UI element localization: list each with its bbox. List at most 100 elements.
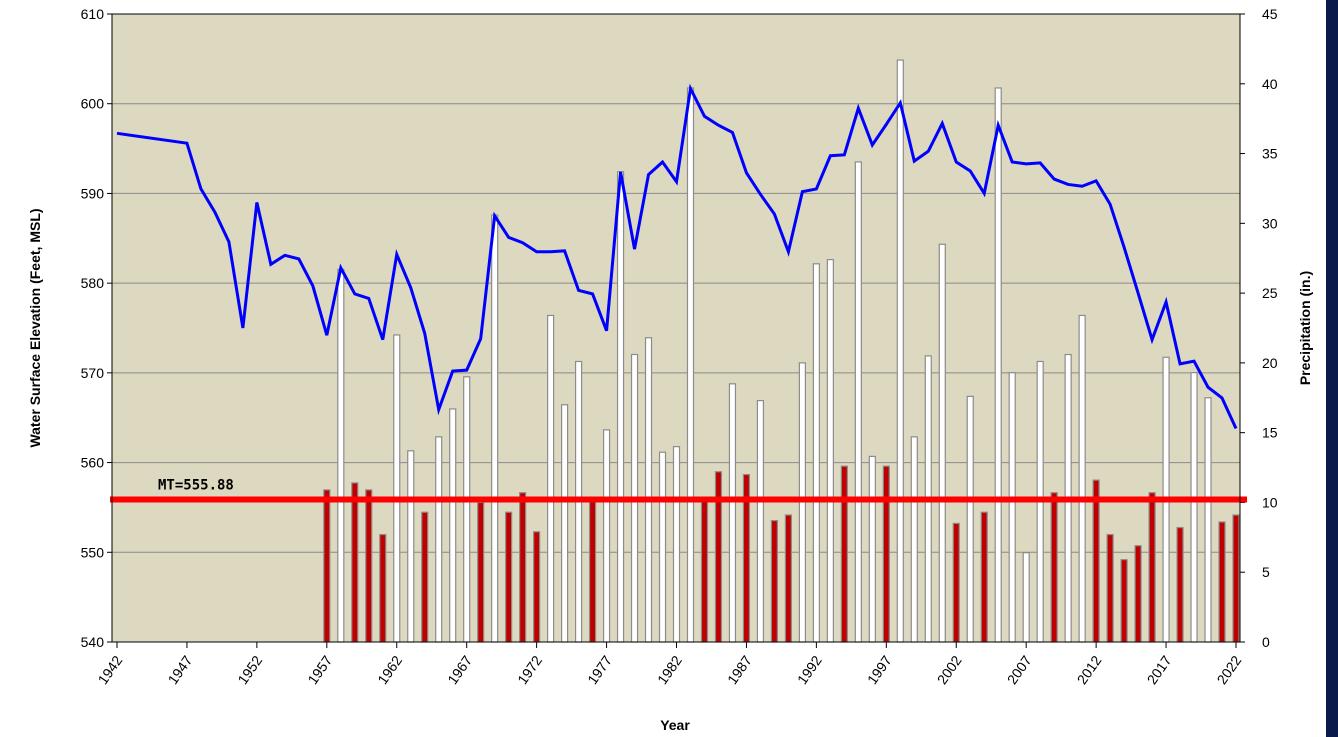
bar (323, 489, 331, 643)
x-tick-label: 2012 (1074, 652, 1105, 687)
y2-tick-label: 5 (1262, 564, 1270, 580)
bar (728, 383, 737, 643)
bar (952, 522, 960, 643)
y-tick-label: 600 (81, 96, 105, 112)
y-tick-label: 590 (81, 185, 105, 201)
bar (616, 171, 625, 643)
bar (1218, 521, 1226, 643)
x-tick-label: 2022 (1213, 652, 1244, 687)
bar (700, 499, 709, 643)
bar (644, 337, 653, 643)
y-tick-label: 540 (81, 634, 105, 650)
x-tick-label: 2002 (934, 652, 965, 687)
bar (365, 489, 373, 643)
bar (966, 395, 974, 643)
bar (560, 404, 569, 643)
bar (756, 399, 765, 643)
x-tick-label: 1967 (444, 652, 475, 687)
bar (1176, 526, 1184, 643)
x-tick-label: 1942 (94, 652, 125, 687)
plot-border (111, 13, 1241, 643)
bar (547, 314, 555, 643)
x-tick-label: 1947 (164, 652, 195, 687)
y2-tick-label: 0 (1262, 634, 1270, 650)
bar (1050, 492, 1058, 643)
y-tick-label: 580 (81, 275, 105, 291)
bar (1078, 314, 1086, 643)
x-tick-label: 1997 (864, 652, 895, 687)
edge-strip (1326, 0, 1338, 737)
x-tick-label: 1992 (794, 652, 825, 687)
y2-tick-label: 45 (1262, 6, 1278, 22)
bar (868, 455, 876, 643)
bar (854, 161, 862, 643)
y2-tick-label: 25 (1262, 285, 1278, 301)
bar (840, 465, 848, 643)
bar (826, 259, 834, 643)
bar (435, 436, 443, 643)
y2-tick-label: 30 (1262, 215, 1278, 231)
bar (882, 465, 890, 643)
bar (1022, 552, 1030, 643)
bar (896, 59, 904, 643)
bar (1204, 397, 1212, 643)
threshold-label: MT=555.88 (158, 478, 234, 494)
bar (994, 87, 1002, 643)
bar (658, 451, 667, 643)
y2-axis-label: Precipitation (in.) (1297, 271, 1313, 385)
bar (784, 514, 793, 643)
y2-tick-label: 15 (1262, 425, 1278, 441)
x-tick-label: 2007 (1004, 652, 1035, 687)
bar (588, 499, 597, 643)
bar (980, 511, 988, 643)
bar (938, 243, 946, 643)
y-axis-label: Water Surface Elevation (Feet, MSL) (27, 208, 43, 447)
bar (463, 376, 471, 643)
x-tick-label: 1977 (584, 652, 615, 687)
x-axis-label: Year (660, 717, 690, 733)
y2-tick-label: 10 (1262, 494, 1278, 510)
x-tick-label: 1972 (514, 652, 545, 687)
x-tick-label: 2017 (1144, 652, 1175, 687)
bar (337, 268, 345, 643)
x-tick-label: 1982 (654, 652, 685, 687)
x-tick-label: 1957 (304, 652, 335, 687)
y-tick-label: 610 (81, 6, 105, 22)
bar (1008, 372, 1016, 643)
x-tick-label: 1987 (724, 652, 755, 687)
bar (686, 87, 695, 643)
bar (770, 519, 779, 643)
bar (1148, 492, 1156, 643)
bar (449, 408, 457, 643)
bar (533, 531, 541, 643)
bar (421, 511, 429, 643)
bar (812, 263, 820, 643)
x-tick-label: 1962 (374, 652, 405, 687)
bar (1190, 372, 1198, 643)
bar (519, 492, 527, 643)
bar (379, 533, 387, 643)
bar (1106, 533, 1114, 643)
line (116, 83, 1238, 430)
bar (910, 436, 918, 643)
x-tick-label: 1952 (234, 652, 265, 687)
bar (393, 334, 401, 643)
y2-tick-label: 35 (1262, 146, 1278, 162)
bar (1232, 514, 1240, 643)
bar (1134, 545, 1142, 643)
bar (351, 482, 359, 643)
y-tick-label: 570 (81, 365, 105, 381)
y2-tick-label: 40 (1262, 76, 1278, 92)
bar (407, 450, 415, 643)
bar (505, 511, 513, 643)
bar (477, 501, 485, 643)
y-tick-label: 560 (81, 455, 105, 471)
bar (1120, 559, 1128, 643)
bar (672, 446, 681, 643)
bar (491, 214, 499, 643)
bar (1092, 479, 1100, 643)
y2-tick-label: 20 (1262, 355, 1278, 371)
y-tick-label: 550 (81, 544, 105, 560)
